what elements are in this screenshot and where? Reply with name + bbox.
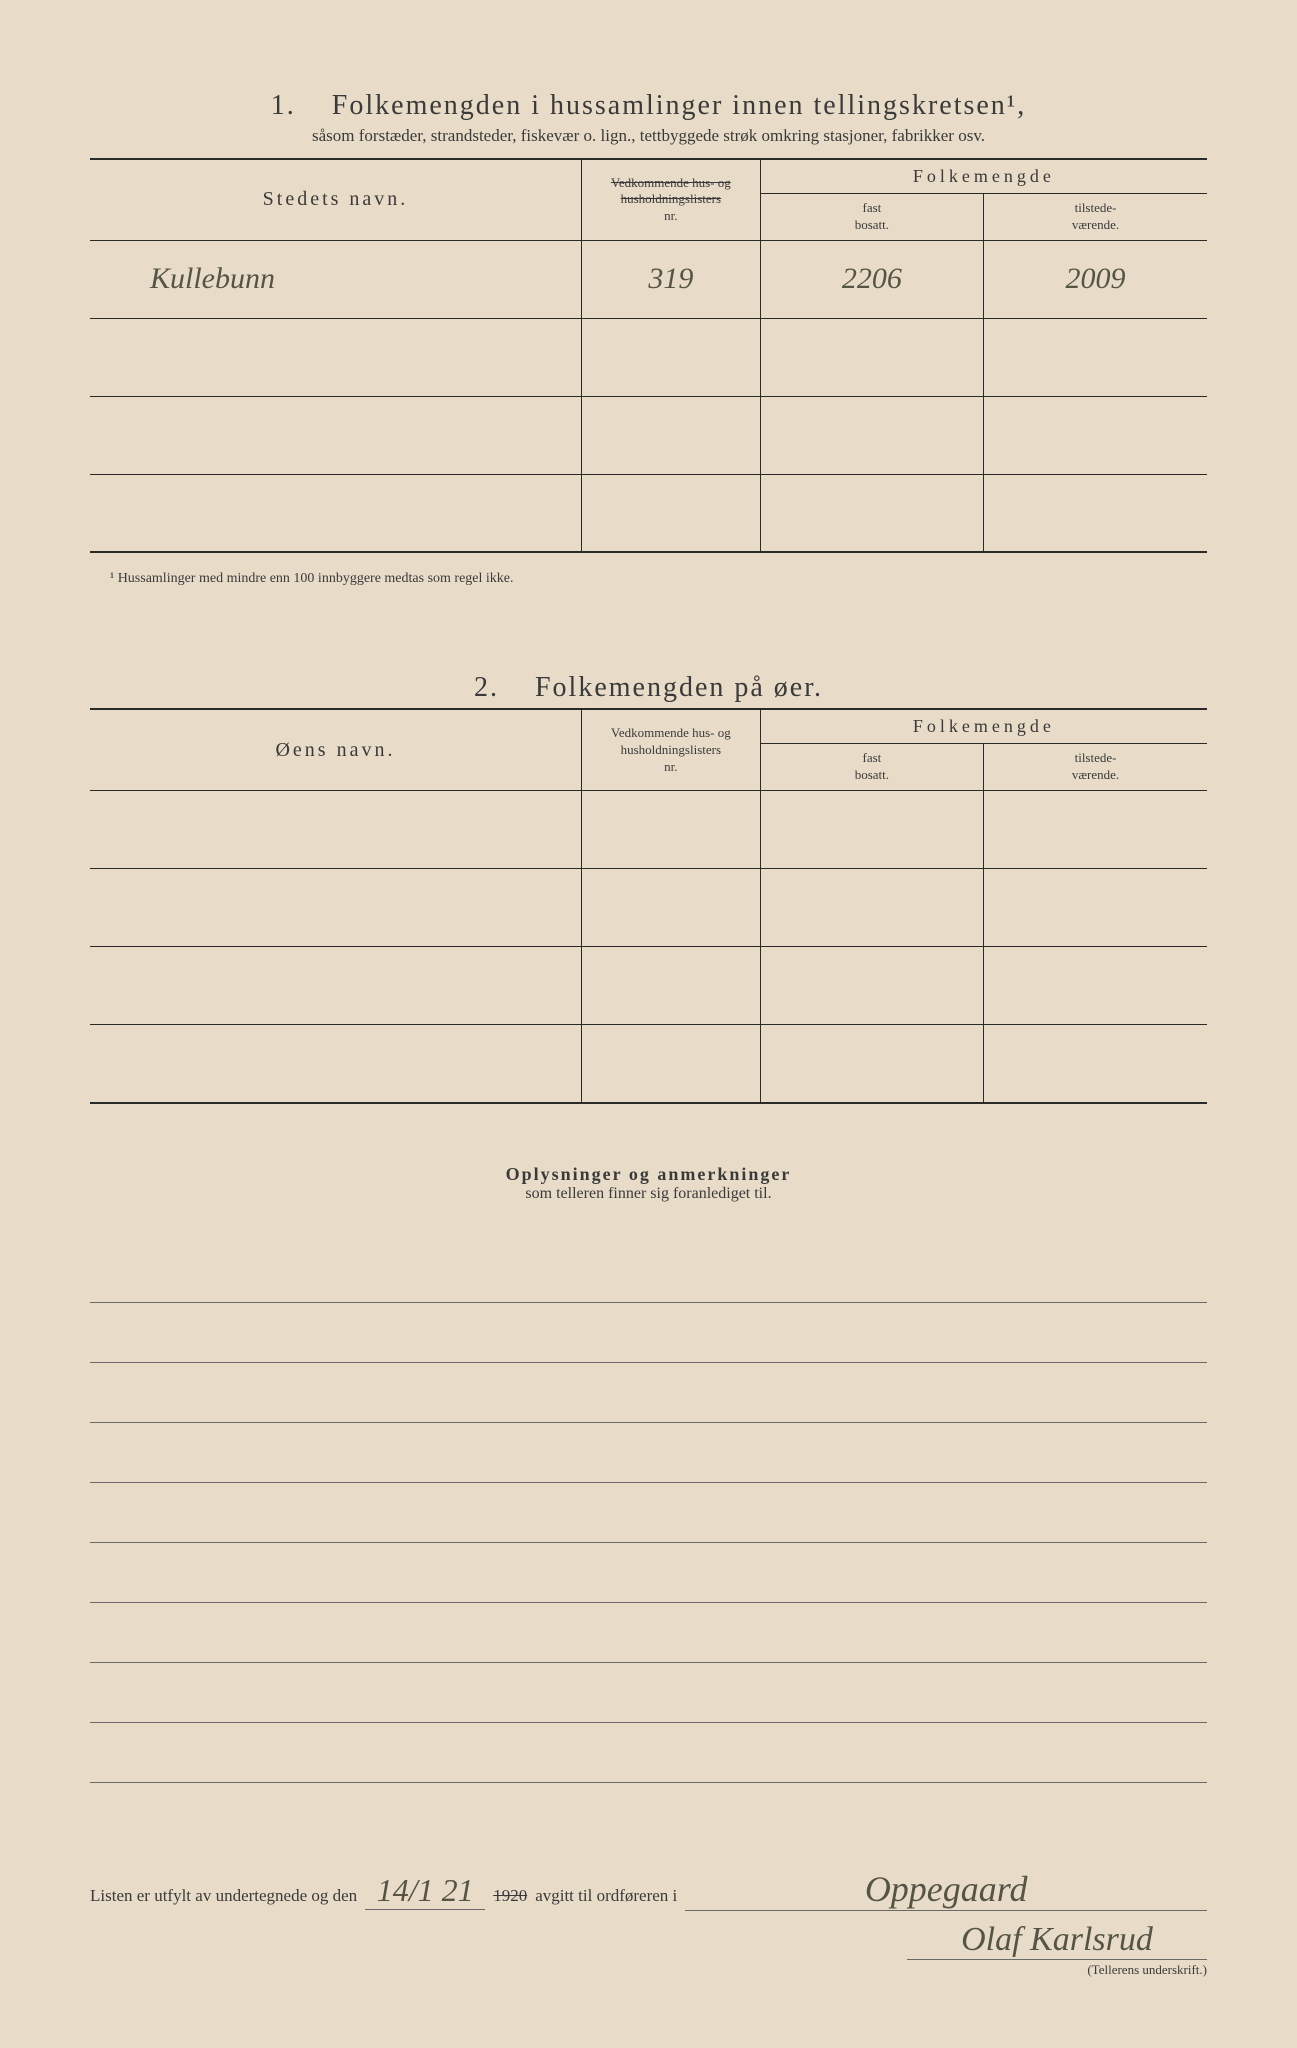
- cell-name: Kullebunn: [90, 240, 581, 318]
- ruled-lines: [90, 1243, 1207, 1783]
- signature-block: Listen er utfylt av undertegnede og den …: [90, 1868, 1207, 1978]
- cell-fast: 2206: [760, 240, 983, 318]
- ruled-line: [90, 1303, 1207, 1363]
- notes-section: Oplysninger og anmerkninger som telleren…: [90, 1164, 1207, 1783]
- table-row: [90, 791, 1207, 869]
- col-header-fast: fast bosatt.: [760, 194, 983, 241]
- col-header-folkemengde: Folkemengde: [760, 160, 1207, 194]
- col-header-nr: Vedkommende hus- og husholdningslisters …: [581, 160, 760, 240]
- cell-til: 2009: [984, 240, 1207, 318]
- sig-under-label: (Tellerens underskrift.): [90, 1962, 1207, 1978]
- col-header-folkemengde: Folkemengde: [760, 710, 1207, 744]
- ruled-line: [90, 1543, 1207, 1603]
- col-header-name: Øens navn.: [90, 710, 581, 790]
- table-row: [90, 396, 1207, 474]
- table-row: Kullebunn 319 2206 2009: [90, 240, 1207, 318]
- section-1: 1. Folkemengden i hussamlinger innen tel…: [90, 90, 1207, 587]
- sig-place: Oppegaard: [685, 1868, 1207, 1911]
- table-row: [90, 318, 1207, 396]
- sig-year-struck: 1920: [493, 1886, 527, 1906]
- ruled-line: [90, 1603, 1207, 1663]
- sig-name: Olaf Karlsrud: [907, 1921, 1207, 1960]
- table-hussamlinger: Stedets navn. Vedkommende hus- og hushol…: [90, 160, 1207, 553]
- col-header-tilstede: tilstede- værende.: [984, 194, 1207, 241]
- section-2-title: 2. Folkemengden på øer.: [90, 672, 1207, 704]
- sig-prefix: Listen er utfylt av undertegnede og den: [90, 1886, 357, 1906]
- table-row: [90, 474, 1207, 552]
- ruled-line: [90, 1363, 1207, 1423]
- section-1-heading: Folkemengden i hussamlinger innen tellin…: [332, 90, 1026, 121]
- table-oer: Øens navn. Vedkommende hus- og husholdni…: [90, 710, 1207, 1103]
- table-row: [90, 869, 1207, 947]
- sig-mid: avgitt til ordføreren i: [535, 1886, 677, 1906]
- table-1-body: Kullebunn 319 2206 2009: [90, 240, 1207, 552]
- col-header-name: Stedets navn.: [90, 160, 581, 240]
- footnote-1: ¹ Hussamlinger med mindre enn 100 innbyg…: [90, 571, 1207, 587]
- section-1-number: 1.: [271, 90, 296, 121]
- notes-title: Oplysninger og anmerkninger: [90, 1164, 1207, 1185]
- signature-line: Listen er utfylt av undertegnede og den …: [90, 1868, 1207, 1911]
- section-1-subtitle: såsom forstæder, strandsteder, fiskevær …: [90, 126, 1207, 146]
- ruled-line: [90, 1723, 1207, 1783]
- ruled-line: [90, 1483, 1207, 1543]
- ruled-line: [90, 1243, 1207, 1303]
- section-2-heading: Folkemengden på øer.: [535, 672, 823, 703]
- notes-subtitle: som telleren finner sig foranlediget til…: [90, 1185, 1207, 1203]
- table-2-body: [90, 791, 1207, 1103]
- ruled-line: [90, 1423, 1207, 1483]
- cell-nr: 319: [581, 240, 760, 318]
- sig-date: 14/1 21: [365, 1872, 485, 1910]
- sig-name-row: Olaf Karlsrud: [90, 1921, 1207, 1960]
- table-row: [90, 1025, 1207, 1103]
- col-header-fast: fast bosatt.: [760, 744, 983, 791]
- ruled-line: [90, 1663, 1207, 1723]
- col-header-nr: Vedkommende hus- og husholdningslisters …: [581, 710, 760, 790]
- section-2: 2. Folkemengden på øer. Øens navn. Vedko…: [90, 672, 1207, 1103]
- section-2-number: 2.: [474, 672, 499, 703]
- section-1-title: 1. Folkemengden i hussamlinger innen tel…: [90, 90, 1207, 122]
- table-row: [90, 947, 1207, 1025]
- col-header-tilstede: tilstede- værende.: [984, 744, 1207, 791]
